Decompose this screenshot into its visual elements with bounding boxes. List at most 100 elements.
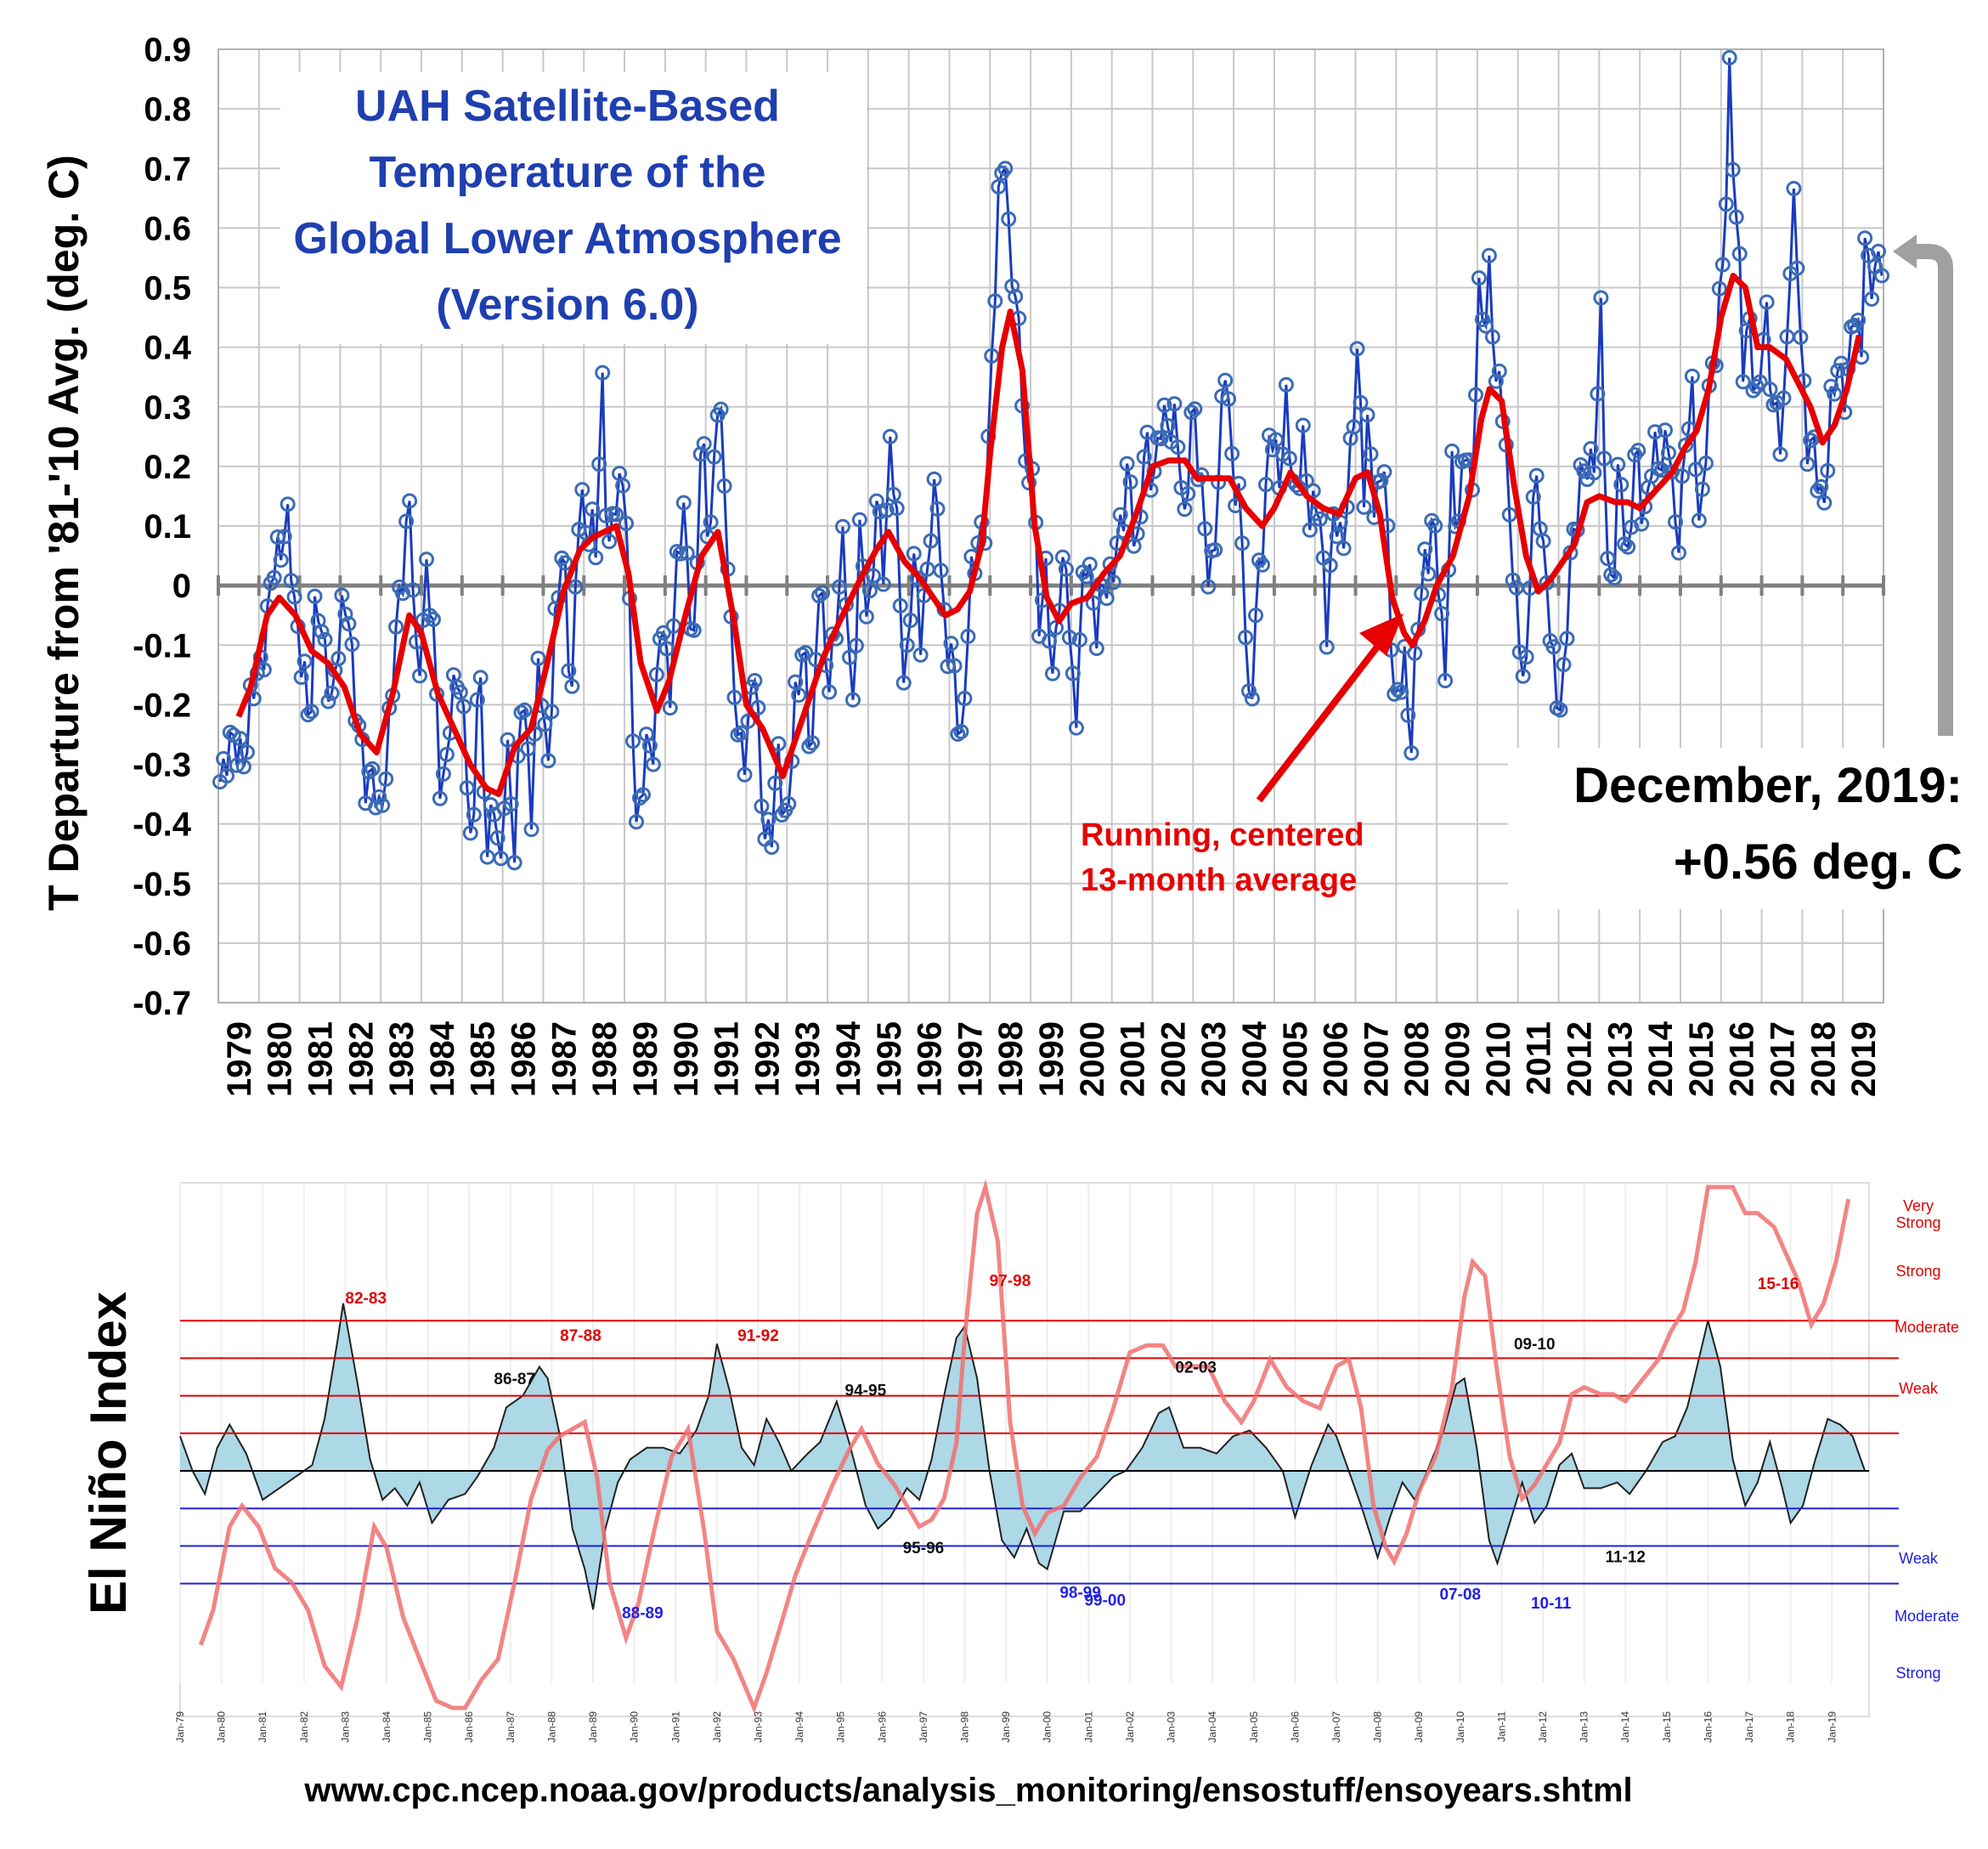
monthly-anomaly-point xyxy=(375,797,391,813)
monthly-anomaly-point xyxy=(489,830,505,846)
monthly-anomaly-point xyxy=(1725,161,1741,178)
monthly-anomaly-point xyxy=(1376,464,1392,480)
enso-x-tick-label: Jan-82 xyxy=(298,1711,310,1743)
monthly-anomaly-point xyxy=(1180,486,1196,501)
enso-x-tick-label: Jan-14 xyxy=(1619,1711,1631,1743)
monthly-anomaly-point xyxy=(801,738,817,755)
monthly-anomaly-point xyxy=(1200,579,1217,595)
chart-title-line: Global Lower Atmosphere xyxy=(293,214,841,263)
enso-event-label: 09-10 xyxy=(1514,1336,1556,1354)
y-axis-label: T Departure from '81-'10 Avg. (deg. C) xyxy=(40,155,88,911)
monthly-anomaly-point xyxy=(1105,574,1121,591)
threshold-label-very-strong-line: Strong xyxy=(1895,1214,1940,1231)
x-tick-label: 1997 xyxy=(952,1021,989,1097)
enso-x-tick-label: Jan-81 xyxy=(257,1711,268,1743)
monthly-anomaly-point xyxy=(991,178,1007,195)
x-tick-label: 2012 xyxy=(1561,1021,1598,1097)
enso-event-label: 87-88 xyxy=(560,1327,601,1345)
monthly-anomaly-point xyxy=(984,348,1000,364)
monthly-anomaly-point xyxy=(875,576,891,592)
source-url[interactable]: www.cpc.ncep.noaa.gov/products/analysis_… xyxy=(303,1772,1632,1809)
monthly-anomaly-point xyxy=(892,597,908,614)
enso-x-tick-label: Jan-87 xyxy=(505,1711,517,1743)
monthly-anomaly-point xyxy=(878,502,895,518)
monthly-anomaly-point xyxy=(500,732,516,748)
monthly-anomaly-point xyxy=(767,775,783,791)
monthly-anomaly-point xyxy=(419,551,434,568)
x-tick-label: 1989 xyxy=(627,1021,664,1097)
enso-event-label: 15-16 xyxy=(1758,1275,1799,1293)
monthly-anomaly-point xyxy=(1813,478,1829,495)
monthly-anomaly-point xyxy=(229,757,245,773)
monthly-anomaly-point xyxy=(364,761,381,777)
monthly-anomaly-point xyxy=(1471,270,1487,286)
monthly-anomaly-point xyxy=(520,741,536,757)
monthly-anomaly-point xyxy=(933,563,949,579)
monthly-anomaly-point xyxy=(1607,570,1623,586)
monthly-anomaly-point xyxy=(334,587,350,603)
monthly-anomaly-point xyxy=(1864,291,1880,307)
monthly-anomaly-point xyxy=(1336,540,1352,557)
monthly-anomaly-point xyxy=(811,588,827,604)
monthly-anomaly-point xyxy=(1484,329,1500,345)
monthly-anomaly-point xyxy=(885,487,901,502)
monthly-anomaly-point xyxy=(1281,450,1297,466)
enso-x-tick-label: Jan-98 xyxy=(959,1711,971,1743)
monthly-anomaly-point xyxy=(662,700,678,716)
monthly-anomaly-point xyxy=(726,689,743,705)
x-tick-label: 1995 xyxy=(871,1021,908,1097)
y-tick-label: 0 xyxy=(172,568,191,605)
enso-x-tick-label: Jan-06 xyxy=(1289,1711,1301,1743)
monthly-anomaly-point xyxy=(1268,432,1284,448)
enso-y-axis-label: El Niño Index xyxy=(80,1292,137,1614)
enso-x-tick-label: Jan-86 xyxy=(463,1711,475,1743)
enso-event-label: 94-95 xyxy=(845,1383,887,1400)
monthly-anomaly-point xyxy=(1217,372,1234,388)
monthly-anomaly-point xyxy=(337,606,353,622)
monthly-anomaly-point xyxy=(344,636,360,653)
x-tick-label: 1979 xyxy=(221,1021,258,1097)
x-tick-label: 1984 xyxy=(424,1021,461,1097)
monthly-anomaly-point xyxy=(1414,585,1430,602)
monthly-anomaly-point xyxy=(235,759,251,775)
monthly-anomaly-point xyxy=(1071,632,1087,647)
x-tick-label: 1985 xyxy=(465,1021,502,1097)
enso-x-tick-label: Jan-07 xyxy=(1330,1711,1342,1743)
monthly-anomaly-point xyxy=(1346,419,1362,435)
monthly-anomaly-point xyxy=(1248,608,1263,624)
monthly-anomaly-point xyxy=(1112,506,1128,523)
monthly-anomaly-point xyxy=(1539,574,1555,591)
monthly-anomaly-point xyxy=(1634,516,1650,532)
monthly-anomaly-point xyxy=(872,504,888,520)
monthly-anomaly-point xyxy=(1156,397,1172,413)
monthly-anomaly-point xyxy=(1241,683,1257,699)
enso-x-tick-label: Jan-10 xyxy=(1454,1711,1466,1743)
x-tick-label: 1993 xyxy=(789,1021,827,1097)
enso-x-tick-label: Jan-01 xyxy=(1082,1711,1094,1743)
el-nino-index-chart: VeryStrongStrongModerateWeakWeakModerate… xyxy=(80,1179,1959,1743)
monthly-anomaly-point xyxy=(1871,243,1886,259)
monthly-anomaly-point xyxy=(987,293,1003,309)
monthly-anomaly-point xyxy=(713,401,729,417)
monthly-anomaly-point xyxy=(882,428,898,444)
monthly-anomaly-point xyxy=(1058,561,1074,577)
monthly-anomaly-point xyxy=(1085,595,1101,611)
enso-x-tick-label: Jan-96 xyxy=(876,1711,888,1743)
monthly-anomaly-point xyxy=(452,684,468,700)
monthly-anomaly-point xyxy=(747,673,763,688)
y-tick-label: 0.8 xyxy=(144,91,191,128)
monthly-anomaly-point xyxy=(929,500,946,517)
monthly-anomaly-point xyxy=(953,724,969,739)
monthly-anomaly-point xyxy=(1731,246,1748,262)
monthly-anomaly-point xyxy=(1207,542,1223,558)
y-tick-label: -0.3 xyxy=(133,747,191,784)
monthly-anomaly-point xyxy=(716,478,732,494)
monthly-anomaly-point xyxy=(1505,572,1521,588)
enso-event-label: 98-99 xyxy=(1059,1585,1101,1603)
monthly-anomaly-point xyxy=(293,670,309,685)
enso-frame xyxy=(179,1182,1870,1717)
y-tick-label: 0.7 xyxy=(144,150,191,188)
y-tick-label: 0.3 xyxy=(144,389,191,427)
latest-value-arrow-shaft xyxy=(1912,244,1953,736)
monthly-anomaly-point xyxy=(835,518,850,534)
